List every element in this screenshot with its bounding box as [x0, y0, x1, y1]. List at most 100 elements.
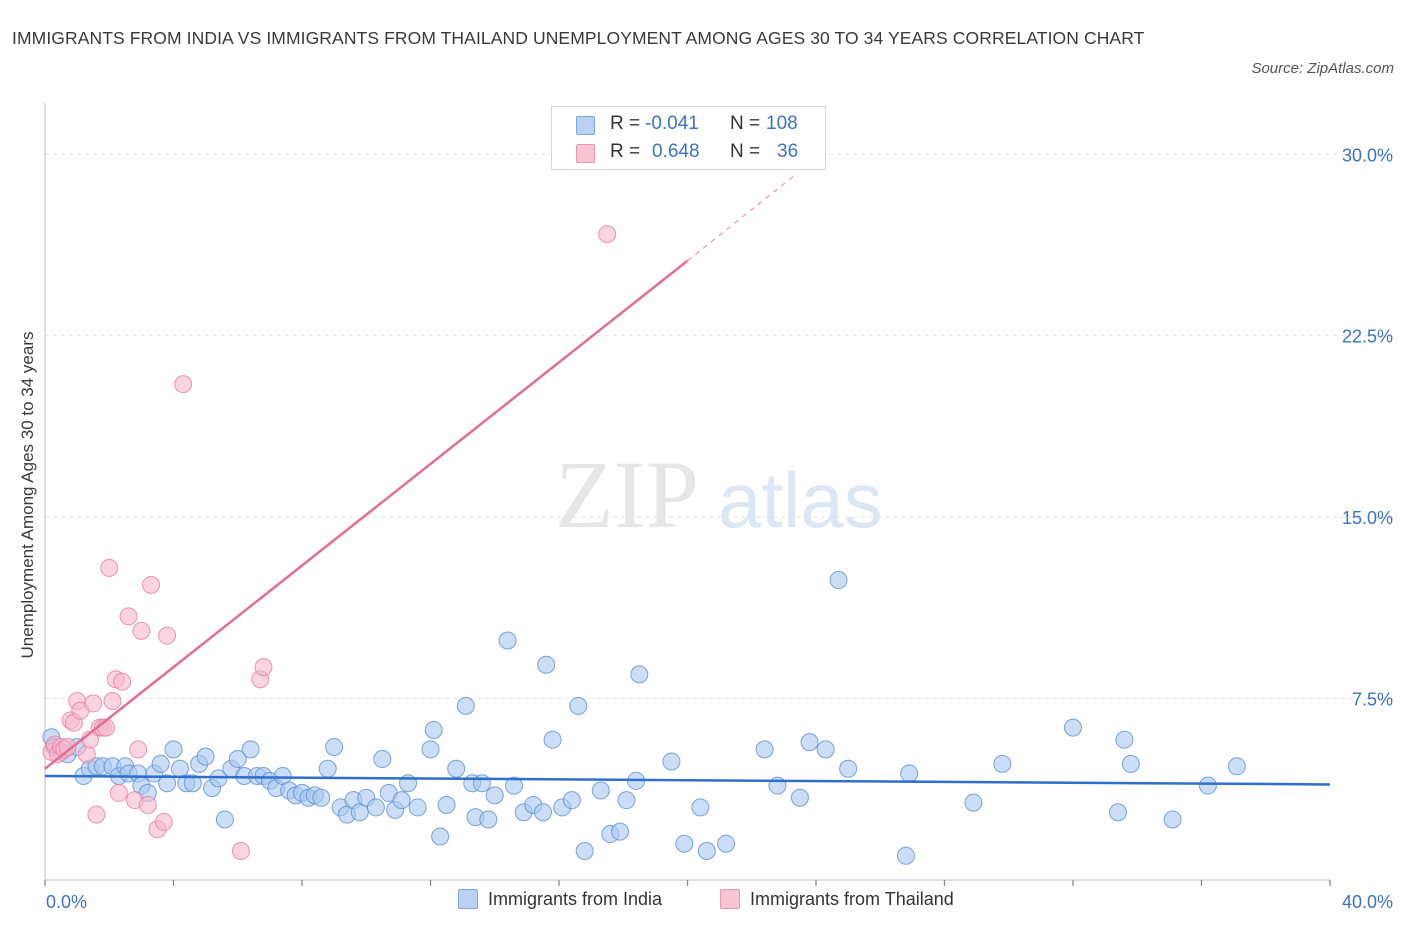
thailand-point — [100, 558, 119, 577]
india-point — [611, 822, 630, 841]
india-point — [662, 752, 681, 771]
series-thailand-points — [42, 225, 617, 860]
india-point — [366, 798, 385, 817]
legend-thailand-r: 0.648 — [652, 141, 700, 162]
india-point — [617, 791, 636, 810]
watermark-atlas: atlas — [718, 456, 883, 544]
legend-thailand-n: 36 — [777, 141, 799, 162]
thailand-point — [113, 672, 132, 691]
y-tick-label: 22.5% — [1342, 327, 1393, 347]
legend-r-label: R = — [610, 141, 641, 162]
thailand-point — [103, 691, 122, 710]
trend-lines — [44, 173, 1331, 786]
thailand-point — [254, 658, 273, 677]
india-point — [479, 810, 498, 829]
india-point — [472, 774, 491, 793]
india-point — [215, 810, 234, 829]
thailand-point — [129, 740, 148, 759]
bottom-legend-swatch-india — [458, 889, 478, 909]
tick-labels: 7.5% 15.0% 22.5% 30.0% 0.0% 40.0% — [46, 145, 1393, 912]
grid-lines — [45, 153, 1395, 700]
thailand-point — [142, 575, 161, 594]
thailand-point — [84, 694, 103, 713]
india-point — [790, 788, 809, 807]
india-point — [575, 841, 594, 860]
india-point — [755, 740, 774, 759]
thailand-point — [119, 607, 138, 626]
india-point — [485, 786, 504, 805]
india-point — [373, 750, 392, 769]
thailand-point — [132, 621, 151, 640]
india-point — [717, 834, 736, 853]
india-point — [431, 827, 450, 846]
watermark-zip: ZIP — [555, 441, 699, 548]
india-point — [630, 665, 649, 684]
india-point — [829, 571, 848, 590]
legend-india-r: -0.041 — [645, 113, 699, 134]
x-tick-label-max: 40.0% — [1342, 892, 1393, 912]
india-point — [1115, 730, 1134, 749]
legend-india-n: 108 — [766, 113, 798, 134]
india-point — [408, 798, 427, 817]
bottom-legend-india: Immigrants from India — [458, 889, 662, 910]
india-point — [318, 759, 337, 778]
india-point — [505, 776, 524, 795]
india-point — [196, 747, 215, 766]
bottom-legend-swatch-thailand — [720, 889, 740, 909]
india-point — [447, 759, 466, 778]
thailand-point — [231, 841, 250, 860]
india-point — [1108, 803, 1127, 822]
legend-r-label: R = — [610, 113, 641, 134]
india-point — [241, 740, 260, 759]
india-point — [1227, 757, 1246, 776]
india-point — [392, 791, 411, 810]
india-point — [158, 774, 177, 793]
india-point — [424, 721, 443, 740]
india-point — [537, 655, 556, 674]
correlation-legend: R = -0.041 N = 108 R = 0.648 N = 36 — [551, 106, 826, 170]
bottom-legend-label-india: Immigrants from India — [488, 889, 663, 909]
legend-swatch-thailand — [576, 144, 595, 163]
india-point — [1163, 810, 1182, 829]
india-point — [691, 798, 710, 817]
india-point — [437, 796, 456, 815]
india-point — [1198, 776, 1217, 795]
chart-title: IMMIGRANTS FROM INDIA VS IMMIGRANTS FROM… — [12, 28, 1145, 48]
legend-swatch-india — [576, 116, 595, 135]
india-point — [325, 737, 344, 756]
india-point — [896, 846, 915, 865]
india-point — [533, 803, 552, 822]
thailand-point — [87, 805, 106, 824]
india-point — [569, 696, 588, 715]
india-point — [1121, 754, 1140, 773]
thailand-trend-extension — [687, 173, 798, 262]
india-point — [800, 733, 819, 752]
india-point — [456, 696, 475, 715]
bottom-legend-thailand: Immigrants from Thailand — [720, 889, 954, 910]
india-point — [964, 793, 983, 812]
india-point — [151, 754, 170, 773]
india-point — [816, 740, 835, 759]
series-india-points — [42, 571, 1246, 865]
thailand-trend-line — [44, 259, 689, 770]
india-point — [839, 759, 858, 778]
legend-n-label: N = — [730, 113, 761, 134]
source-note: Source: ZipAtlas.com — [1251, 60, 1394, 77]
y-tick-label: 30.0% — [1342, 145, 1393, 165]
india-point — [562, 791, 581, 810]
india-point — [183, 774, 202, 793]
thailand-point — [174, 375, 193, 394]
india-point — [164, 740, 183, 759]
india-point — [543, 730, 562, 749]
india-point — [312, 788, 331, 807]
india-point — [993, 754, 1012, 773]
thailand-point — [109, 783, 128, 802]
thailand-point — [58, 737, 77, 756]
y-axis-label: Unemployment Among Ages 30 to 34 years — [18, 331, 37, 659]
thailand-point — [154, 812, 173, 831]
thailand-point — [598, 225, 617, 244]
watermark: ZIP atlas — [555, 441, 883, 548]
india-point — [900, 764, 919, 783]
india-point — [697, 841, 716, 860]
